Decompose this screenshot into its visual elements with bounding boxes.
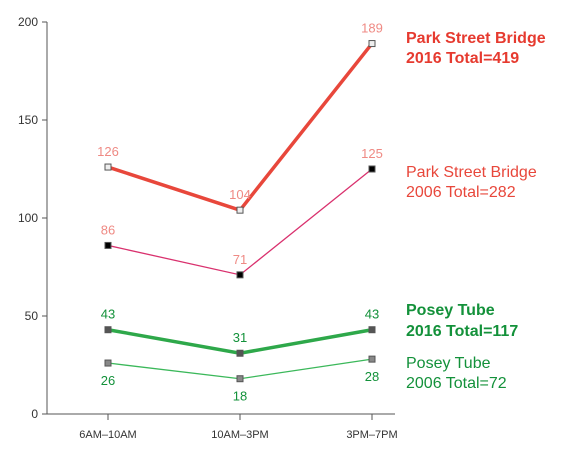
y-tick-label: 100 xyxy=(18,211,38,225)
x-tick-label: 10AM–3PM xyxy=(211,429,268,441)
series-layer: 126 104 189 86 71 125 43 31 43 26 18 28 xyxy=(97,21,383,404)
data-point xyxy=(236,349,244,357)
legend-entry-2: Park Street Bridge 2006 Total=282 xyxy=(406,164,537,201)
series-2: 86 71 125 xyxy=(101,146,383,279)
legend-total: 2006 Total=282 xyxy=(406,184,516,201)
data-point xyxy=(236,271,244,279)
data-label: 86 xyxy=(101,222,115,237)
data-label: 189 xyxy=(361,21,383,36)
data-point xyxy=(368,355,376,363)
data-point xyxy=(368,326,376,334)
data-label: 31 xyxy=(233,330,247,345)
data-point xyxy=(368,40,376,48)
y-tick-label: 200 xyxy=(18,15,38,29)
series-4: 26 18 28 xyxy=(101,355,379,404)
series-1: 126 104 189 xyxy=(97,21,383,214)
data-point xyxy=(104,163,112,171)
y-tick-label: 150 xyxy=(18,113,38,127)
data-label: 26 xyxy=(101,373,115,388)
data-label: 125 xyxy=(361,146,383,161)
data-label: 18 xyxy=(233,389,247,404)
legend-total: 2016 Total=117 xyxy=(406,323,518,340)
data-label: 28 xyxy=(365,369,379,384)
data-label: 71 xyxy=(233,252,247,267)
legend-name: Posey Tube xyxy=(406,355,491,372)
data-point xyxy=(104,241,112,249)
legend-entry-1: Park Street Bridge 2016 Total=419 xyxy=(406,30,546,67)
legend-name: Park Street Bridge xyxy=(406,30,546,47)
data-label: 43 xyxy=(101,307,115,322)
data-point xyxy=(104,359,112,367)
legend-name: Posey Tube xyxy=(406,302,495,319)
data-point xyxy=(236,206,244,214)
legend-name: Park Street Bridge xyxy=(406,164,537,181)
series-line xyxy=(107,42,374,213)
data-label: 43 xyxy=(365,307,379,322)
legend-entry-3: Posey Tube 2016 Total=117 xyxy=(406,302,518,340)
y-tick-label: 50 xyxy=(25,309,39,323)
data-label: 126 xyxy=(97,144,119,159)
series-3: 43 31 43 xyxy=(101,307,379,357)
data-point xyxy=(368,165,376,173)
x-tick-label: 3PM–7PM xyxy=(346,429,397,441)
chart-axes: 0 50 100 150 200 6AM–10AM 10AM–3PM 3PM–7PM xyxy=(18,15,398,441)
legend-entry-4: Posey Tube 2006 Total=72 xyxy=(406,355,507,392)
legend-total: 2016 Total=419 xyxy=(406,50,519,67)
data-point xyxy=(236,375,244,383)
data-label: 104 xyxy=(229,187,251,202)
legend-total: 2006 Total=72 xyxy=(406,375,507,392)
y-tick-label: 0 xyxy=(31,407,38,421)
x-tick-label: 6AM–10AM xyxy=(79,429,136,441)
data-point xyxy=(104,326,112,334)
